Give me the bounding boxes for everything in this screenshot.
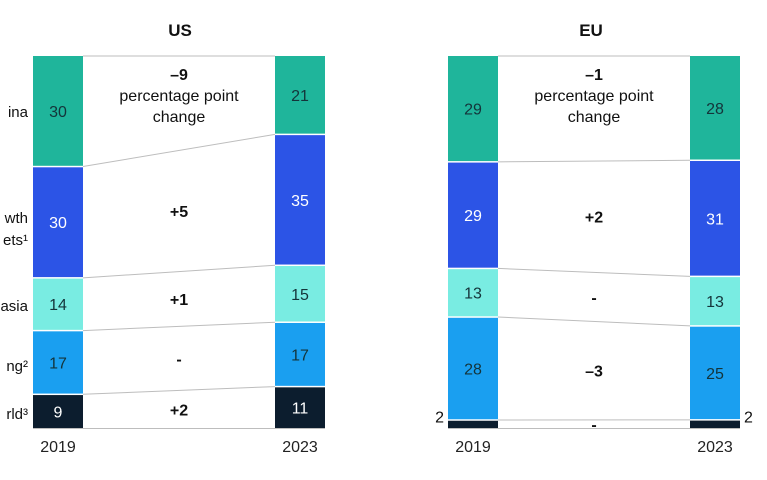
data-label: 31 bbox=[706, 211, 724, 228]
connector-line bbox=[497, 267, 691, 277]
data-label: 15 bbox=[291, 287, 309, 304]
row-label-5: ng² bbox=[6, 358, 28, 375]
panel-eu-marks: 29 29 13 28 2 2019 28 31 13 25 2 2023 –1 percentage p… bbox=[435, 55, 753, 456]
row-label-2: wth bbox=[4, 210, 28, 227]
bar-segment bbox=[275, 322, 325, 386]
change-value: - bbox=[176, 351, 181, 368]
bar-segment bbox=[690, 161, 740, 276]
panel-eu: EU 29 29 13 28 2 2019 28 31 13 25 2 2023 –1 percentag… bbox=[435, 21, 753, 456]
bar-segment bbox=[275, 56, 325, 134]
panel-title-us: US bbox=[168, 21, 192, 40]
bar-segment bbox=[33, 278, 83, 330]
change-caption: percentage point bbox=[119, 88, 239, 105]
bar-segment bbox=[448, 162, 498, 268]
data-label: 2 bbox=[435, 409, 444, 426]
data-label: 13 bbox=[706, 294, 724, 311]
bar-segment bbox=[448, 317, 498, 420]
bar-segment bbox=[275, 266, 325, 322]
data-label: 11 bbox=[292, 401, 309, 418]
row-label-3: ets¹ bbox=[3, 232, 28, 249]
connector-line bbox=[497, 316, 691, 327]
bar-segment bbox=[275, 387, 325, 428]
change-value: - bbox=[591, 417, 596, 434]
change-value: - bbox=[591, 290, 596, 307]
row-label-4: asia bbox=[0, 298, 28, 315]
data-label: 29 bbox=[464, 102, 482, 119]
data-label: 35 bbox=[291, 193, 309, 210]
data-label: 17 bbox=[49, 355, 67, 372]
data-label: 13 bbox=[464, 286, 482, 303]
bar-segment bbox=[690, 56, 740, 160]
x-tick-label: 2023 bbox=[697, 439, 733, 456]
data-label: 21 bbox=[291, 88, 309, 105]
data-label: 28 bbox=[706, 101, 724, 118]
bar-segment bbox=[690, 420, 740, 428]
bar-segment bbox=[275, 135, 325, 265]
bar-segment bbox=[448, 420, 498, 428]
x-tick-label: 2019 bbox=[40, 439, 76, 456]
bar-segment bbox=[33, 56, 83, 166]
connector-line bbox=[82, 386, 276, 395]
panel-us: US ina wth ets¹ asia ng² rld³ 30 30 14 17 9 2… bbox=[0, 21, 325, 456]
x-tick-label: 2019 bbox=[455, 439, 491, 456]
change-value: –9 bbox=[170, 67, 188, 84]
bar-segment bbox=[690, 326, 740, 420]
change-value: +2 bbox=[170, 403, 188, 420]
connector-line bbox=[497, 159, 691, 163]
change-value: +1 bbox=[170, 292, 188, 309]
connector-line bbox=[82, 264, 276, 279]
data-label: 28 bbox=[464, 362, 482, 379]
change-value: –3 bbox=[585, 364, 603, 381]
data-label: 29 bbox=[464, 208, 482, 225]
data-label: 30 bbox=[49, 215, 67, 232]
x-tick-label: 2023 bbox=[282, 439, 318, 456]
change-value: +5 bbox=[170, 204, 188, 221]
data-label: 2 bbox=[744, 409, 753, 426]
bar-segment bbox=[448, 56, 498, 162]
change-caption: percentage point bbox=[534, 88, 654, 105]
bar-segment bbox=[448, 269, 498, 317]
row-label-1: ina bbox=[8, 104, 29, 121]
connector-line bbox=[82, 321, 276, 332]
change-caption: change bbox=[568, 109, 621, 126]
connector-line bbox=[82, 133, 276, 168]
bar-segment bbox=[33, 395, 83, 428]
panel-title-eu: EU bbox=[579, 21, 603, 40]
change-caption: change bbox=[153, 109, 206, 126]
change-value: –1 bbox=[585, 67, 603, 84]
change-value: +2 bbox=[585, 210, 603, 227]
data-label: 17 bbox=[291, 347, 309, 364]
bar-segment bbox=[33, 331, 83, 394]
data-label: 14 bbox=[49, 297, 67, 314]
panel-us-marks: 30 30 14 17 9 2019 21 35 15 17 11 2023 –9 percentage … bbox=[33, 55, 325, 456]
data-label: 30 bbox=[49, 104, 67, 121]
data-label: 25 bbox=[706, 366, 724, 383]
row-label-6: rld³ bbox=[6, 406, 28, 423]
bar-segment bbox=[33, 167, 83, 278]
bar-segment bbox=[690, 277, 740, 326]
data-label: 9 bbox=[54, 405, 63, 422]
